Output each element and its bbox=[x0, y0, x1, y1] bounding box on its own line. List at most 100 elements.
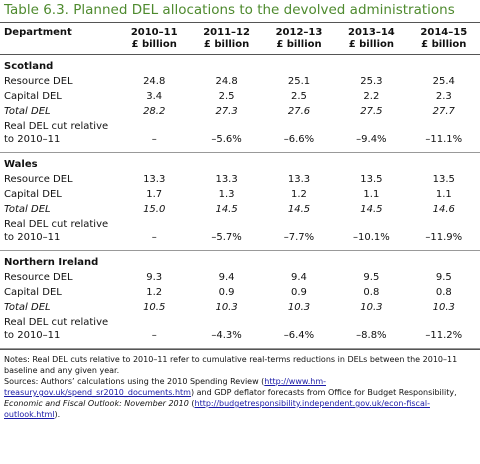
note-text: Economic and Fiscal Outlook: November 20… bbox=[4, 399, 189, 408]
note-text: Notes: Real DEL cuts relative to 2010–11… bbox=[4, 355, 458, 375]
header-cell: 2010–11 £ billion bbox=[118, 22, 191, 55]
data-row: Capital DEL 3.4 2.5 2.5 2.2 2.3 bbox=[0, 89, 480, 104]
cell: 0.8 bbox=[363, 287, 380, 298]
column-unit: £ billion bbox=[131, 39, 177, 50]
cell: 28.2 bbox=[143, 106, 166, 117]
cell: 2.2 bbox=[363, 91, 380, 102]
row-label: Resource DEL bbox=[4, 272, 73, 283]
data-row: Resource DEL 24.8 24.8 25.1 25.3 25.4 bbox=[0, 74, 480, 89]
row-label: Capital DEL bbox=[4, 189, 62, 200]
cell: 1.2 bbox=[291, 189, 307, 200]
cell: 25.1 bbox=[287, 76, 311, 87]
note-paragraph: Sources: Authors’ calculations using the… bbox=[4, 376, 476, 420]
section-row: Scotland bbox=[0, 55, 480, 75]
data-row: Capital DEL 1.7 1.3 1.2 1.1 1.1 bbox=[0, 187, 480, 202]
data-row: Total DEL 10.5 10.3 10.3 10.3 10.3 bbox=[0, 300, 480, 315]
cell: 14.5 bbox=[287, 204, 311, 215]
cell: –5.6% bbox=[190, 119, 263, 153]
column-year: 2011–12 bbox=[203, 27, 250, 38]
column-unit: £ billion bbox=[348, 39, 395, 50]
cell: 27.5 bbox=[360, 106, 383, 117]
note-paragraph: Notes: Real DEL cuts relative to 2010–11… bbox=[4, 354, 476, 376]
cell: – bbox=[118, 315, 191, 349]
note-text: ). bbox=[54, 410, 61, 419]
cell: –11.1% bbox=[407, 119, 480, 153]
header-cell: 2014–15 £ billion bbox=[407, 22, 480, 55]
header-row: Department 2010–11 £ billion 2011–12 £ billi… bbox=[0, 22, 480, 55]
cell: 15.0 bbox=[143, 204, 166, 215]
cell: 1.3 bbox=[218, 189, 235, 200]
row-label: Resource DEL bbox=[4, 174, 73, 185]
cell: 0.9 bbox=[218, 287, 235, 298]
cell: 13.3 bbox=[287, 174, 311, 185]
cell: 14.6 bbox=[432, 204, 455, 215]
data-row: Total DEL 15.0 14.5 14.5 14.5 14.6 bbox=[0, 202, 480, 217]
cell: 2.3 bbox=[435, 91, 452, 102]
header-cell: Department bbox=[0, 22, 118, 55]
cell: 1.7 bbox=[146, 189, 163, 200]
cell: – bbox=[118, 217, 191, 251]
cell: –9.4% bbox=[335, 119, 408, 153]
cell: 24.8 bbox=[143, 76, 166, 87]
header-cell: 2012–13 £ billion bbox=[262, 22, 336, 55]
row-label: Capital DEL bbox=[4, 91, 62, 102]
cell: 27.6 bbox=[287, 106, 311, 117]
header-cell: 2013–14 £ billion bbox=[335, 22, 408, 55]
cell: –7.7% bbox=[262, 217, 336, 251]
cell: 10.3 bbox=[432, 302, 455, 313]
note-link: http://www.hm-treasury.gov.uk/spend_sr20… bbox=[4, 377, 326, 397]
cell: 27.3 bbox=[215, 106, 238, 117]
cell: 14.5 bbox=[360, 204, 383, 215]
cell: 9.4 bbox=[291, 272, 307, 283]
column-year: 2010–11 bbox=[130, 27, 178, 38]
cell: –11.9% bbox=[407, 217, 480, 251]
cell: 9.5 bbox=[435, 272, 452, 283]
cell: 0.8 bbox=[435, 287, 452, 298]
data-table: Department 2010–11 £ billion 2011–12 £ billi… bbox=[0, 22, 480, 349]
cell: – bbox=[118, 119, 191, 153]
column-unit: £ billion bbox=[421, 39, 467, 50]
cell: 14.5 bbox=[215, 204, 238, 215]
cell: –6.4% bbox=[262, 315, 336, 349]
cell: 13.3 bbox=[143, 174, 166, 185]
row-label: Total DEL bbox=[4, 106, 51, 117]
cell: 2.5 bbox=[218, 91, 235, 102]
column-year: 2014–15 bbox=[420, 27, 468, 38]
header-cell: 2011–12 £ billion bbox=[190, 22, 263, 55]
row-label: Real DEL cut relative to 2010–11 bbox=[0, 315, 118, 349]
cell: 0.9 bbox=[291, 287, 307, 298]
cell: 25.3 bbox=[360, 76, 383, 87]
cell: –4.3% bbox=[190, 315, 263, 349]
cell: –11.2% bbox=[407, 315, 480, 349]
cell: 13.3 bbox=[215, 174, 238, 185]
section-row: Northern Ireland bbox=[0, 251, 480, 271]
column-unit: £ billion bbox=[276, 39, 322, 50]
cell: 9.5 bbox=[363, 272, 380, 283]
cell: –5.7% bbox=[190, 217, 263, 251]
notes: Notes: Real DEL cuts relative to 2010–11… bbox=[0, 349, 480, 420]
cell: 13.5 bbox=[360, 174, 383, 185]
data-row: Real DEL cut relative to 2010–11– –5.7% –7… bbox=[0, 217, 480, 251]
cell: –10.1% bbox=[335, 217, 408, 251]
cell: 27.7 bbox=[432, 106, 455, 117]
section-name: Wales bbox=[4, 159, 38, 170]
cell: 10.3 bbox=[287, 302, 311, 313]
note-text: ( bbox=[188, 399, 195, 408]
data-row: Resource DEL 13.3 13.3 13.3 13.5 13.5 bbox=[0, 172, 480, 187]
cell: 24.8 bbox=[215, 76, 238, 87]
column-year: 2012–13 bbox=[275, 27, 323, 38]
cell: 1.1 bbox=[363, 189, 380, 200]
cell: 13.5 bbox=[432, 174, 455, 185]
note-text: Sources: Authors’ calculations using the… bbox=[4, 377, 265, 386]
data-row: Capital DEL 1.2 0.9 0.9 0.8 0.8 bbox=[0, 285, 480, 300]
cell: 10.3 bbox=[215, 302, 238, 313]
section-name: Scotland bbox=[4, 61, 54, 72]
cell: 1.1 bbox=[435, 189, 452, 200]
row-label: Capital DEL bbox=[4, 287, 62, 298]
column-year: 2013–14 bbox=[347, 27, 395, 38]
section-row: Wales bbox=[0, 153, 480, 173]
row-label: Resource DEL bbox=[4, 76, 73, 87]
cell: 9.3 bbox=[146, 272, 163, 283]
data-row: Real DEL cut relative to 2010–11– –4.3% –6… bbox=[0, 315, 480, 349]
cell: 10.5 bbox=[143, 302, 166, 313]
